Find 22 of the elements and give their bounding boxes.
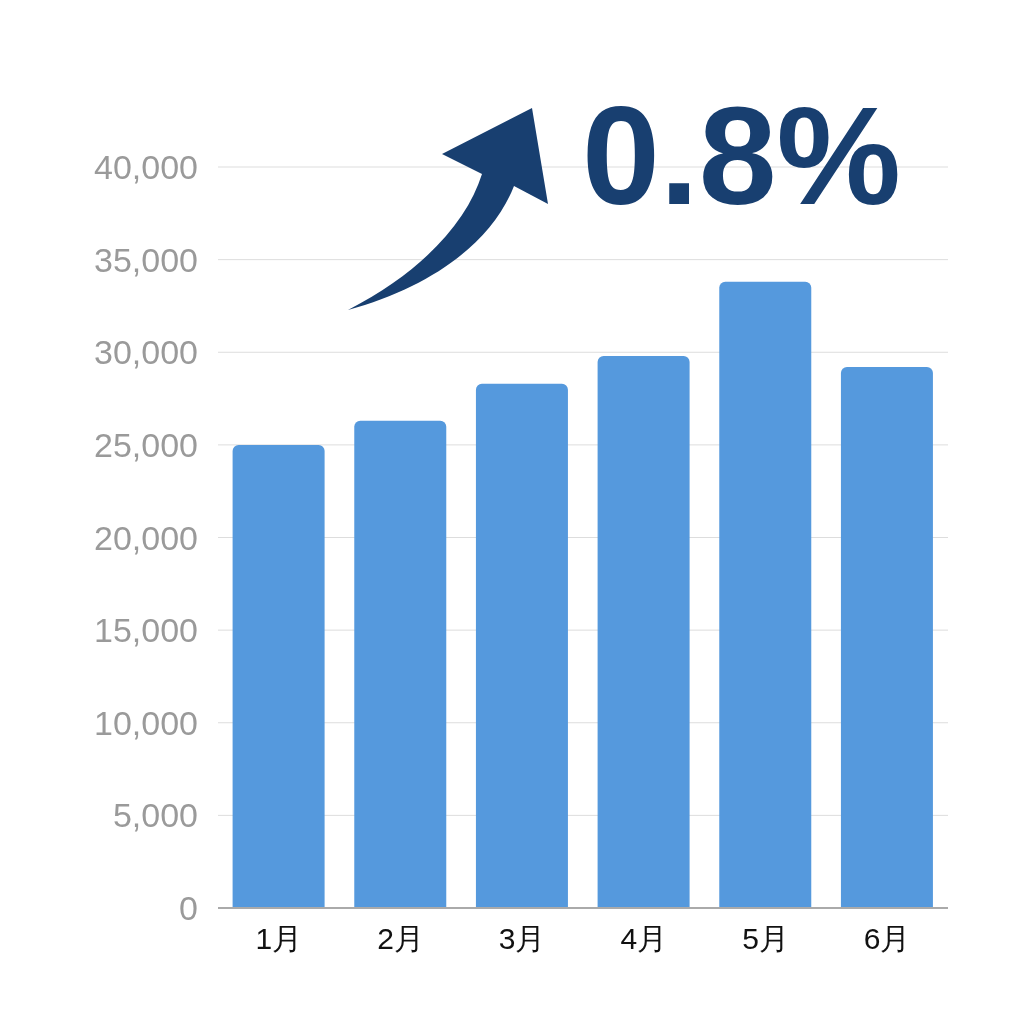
y-tick-label: 25,000 [94, 425, 198, 464]
y-tick-label: 10,000 [94, 703, 198, 742]
x-tick-label: 2月 [377, 922, 424, 956]
x-tick-label: 4月 [620, 922, 668, 956]
bar [597, 355, 690, 908]
x-tick-label: 5月 [742, 922, 789, 956]
y-tick-label: 15,000 [94, 611, 198, 650]
x-tick-label: 3月 [498, 922, 546, 956]
bar [232, 444, 325, 908]
y-tick-label: 0 [179, 889, 198, 928]
bar [475, 383, 568, 908]
bar [840, 367, 933, 908]
y-tick-label: 35,000 [94, 240, 198, 279]
x-tick-label: 1月 [255, 922, 303, 956]
y-tick-label: 5,000 [112, 796, 198, 835]
y-tick-label: 40,000 [94, 148, 198, 187]
y-tick-label: 30,000 [94, 333, 198, 372]
x-tick-label: 6月 [863, 922, 911, 956]
bar [719, 281, 812, 908]
y-tick-label: 20,000 [94, 518, 198, 557]
annotation: 0.8% [582, 77, 902, 234]
bar [354, 420, 447, 908]
